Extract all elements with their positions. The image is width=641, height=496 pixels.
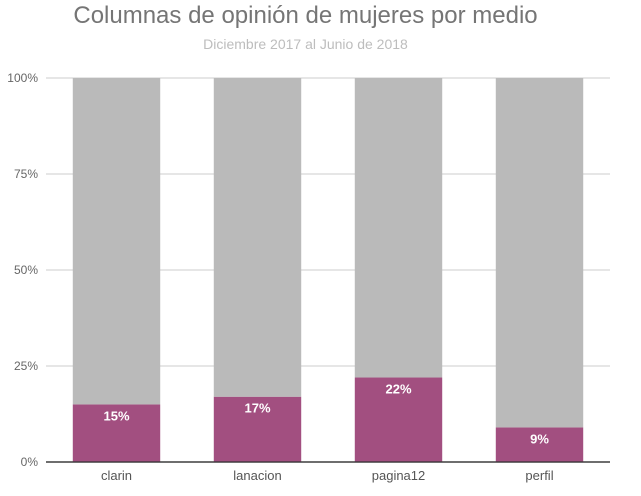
y-tick-label: 75% bbox=[14, 167, 38, 181]
y-tick-label: 25% bbox=[14, 359, 38, 373]
x-tick-label: lanacion bbox=[233, 468, 281, 483]
x-tick-label: pagina12 bbox=[372, 468, 426, 483]
data-label: 15% bbox=[103, 408, 129, 423]
bar-remainder-segment bbox=[213, 78, 302, 397]
chart-title: Columnas de opinión de mujeres por medio bbox=[73, 2, 538, 29]
y-tick-label: 0% bbox=[21, 455, 39, 469]
y-tick-label: 100% bbox=[7, 71, 38, 85]
y-tick-label: 50% bbox=[14, 263, 38, 277]
x-tick-label: clarin bbox=[101, 468, 132, 483]
bar-women-segment bbox=[354, 377, 443, 462]
bar-women-segment bbox=[72, 404, 161, 462]
bar-remainder-segment bbox=[495, 78, 584, 428]
chart-subtitle: Diciembre 2017 al Junio de 2018 bbox=[203, 36, 408, 52]
bar-women-segment bbox=[495, 427, 584, 462]
data-label: 17% bbox=[244, 401, 270, 416]
data-label: 9% bbox=[530, 431, 549, 446]
bar-remainder-segment bbox=[354, 78, 443, 378]
data-label: 22% bbox=[385, 382, 411, 397]
bar-women-segment bbox=[213, 396, 302, 462]
bar-remainder-segment bbox=[72, 78, 161, 405]
x-tick-label: perfil bbox=[525, 468, 553, 483]
